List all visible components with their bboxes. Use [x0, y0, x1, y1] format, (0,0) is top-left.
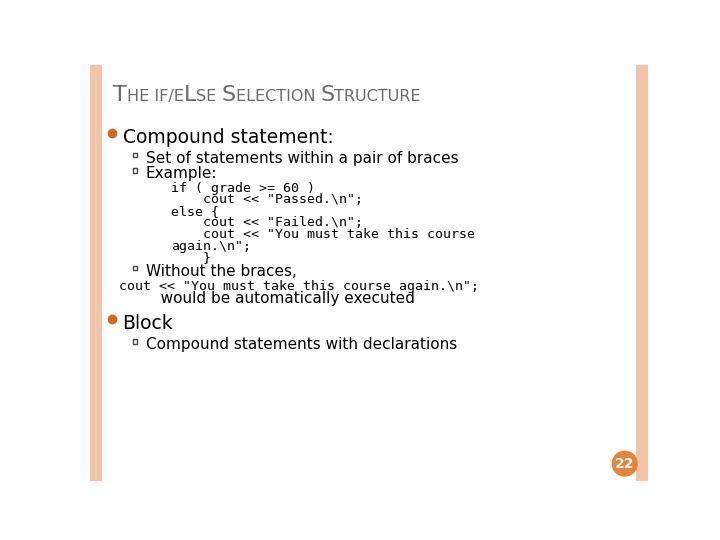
- Text: S: S: [222, 85, 235, 105]
- Circle shape: [612, 451, 637, 476]
- Text: cout << "Failed.\n";: cout << "Failed.\n";: [171, 217, 364, 230]
- Text: Block: Block: [122, 314, 174, 333]
- Text: again.\n";: again.\n";: [171, 240, 251, 253]
- Text: else {: else {: [171, 205, 220, 218]
- Text: }: }: [171, 251, 212, 264]
- Bar: [132, 168, 138, 173]
- Text: cout << "You must take this course again.\n";: cout << "You must take this course again…: [120, 280, 480, 293]
- Text: 22: 22: [615, 457, 634, 471]
- Bar: [90, 65, 102, 481]
- Text: would be automatically executed: would be automatically executed: [145, 291, 415, 306]
- Text: if ( grade >= 60 ): if ( grade >= 60 ): [171, 182, 315, 195]
- Bar: [132, 266, 138, 271]
- Text: Example:: Example:: [145, 166, 217, 181]
- Bar: [132, 339, 138, 343]
- Bar: [636, 65, 648, 481]
- Text: L: L: [184, 85, 197, 105]
- Text: SE: SE: [197, 89, 222, 104]
- Text: Set of statements within a pair of braces: Set of statements within a pair of brace…: [145, 151, 459, 166]
- Text: cout << "You must take this course: cout << "You must take this course: [171, 228, 475, 241]
- Text: S: S: [320, 85, 335, 105]
- Bar: [132, 153, 138, 157]
- Text: TRUCTURE: TRUCTURE: [335, 89, 421, 104]
- Text: HE IF/E: HE IF/E: [127, 89, 184, 104]
- Text: ELECTION: ELECTION: [235, 89, 320, 104]
- Text: Compound statement:: Compound statement:: [122, 128, 333, 147]
- Text: Without the braces,: Without the braces,: [145, 264, 297, 279]
- Text: cout << "Passed.\n";: cout << "Passed.\n";: [171, 193, 364, 206]
- Text: T: T: [113, 85, 127, 105]
- Text: Compound statements with declarations: Compound statements with declarations: [145, 338, 457, 353]
